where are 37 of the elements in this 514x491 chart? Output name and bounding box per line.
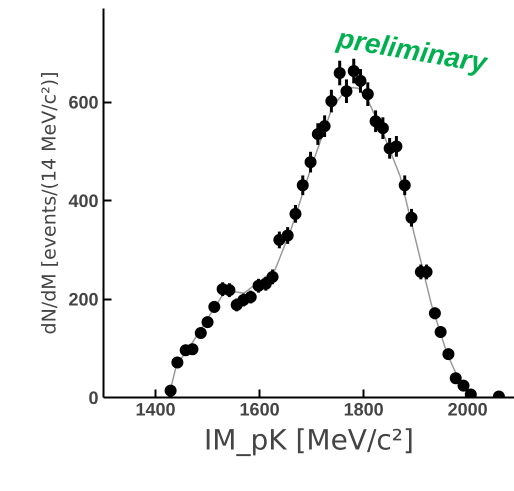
annotation: preliminary [334, 22, 490, 79]
point [171, 356, 184, 369]
point [325, 95, 338, 108]
point [296, 179, 309, 192]
y-tick-label: 400 [68, 191, 99, 212]
point [282, 230, 294, 242]
point [442, 348, 454, 360]
y-tick-label: 200 [68, 290, 99, 310]
x-tick-label: 1400 [136, 400, 176, 420]
point [450, 372, 462, 384]
y-tick-label: 0 [88, 388, 99, 408]
x-tick-label: 2000 [448, 400, 488, 420]
point [244, 291, 257, 304]
y-axis-title: dN/dM [events/(14 MeV/c²)] [38, 71, 60, 334]
point [340, 85, 352, 98]
point [164, 384, 177, 397]
point [428, 307, 441, 320]
point [405, 212, 418, 224]
point [362, 88, 374, 100]
point [390, 140, 402, 152]
y-tick-label: 600 [68, 92, 99, 113]
point [458, 380, 470, 392]
point [376, 122, 389, 134]
point [194, 327, 207, 339]
point [202, 316, 214, 328]
point [289, 208, 302, 220]
point [312, 128, 324, 140]
x-axis-title: IM_pK [MeV/c²] [204, 424, 414, 456]
point [370, 115, 382, 128]
point [208, 300, 220, 313]
point [318, 120, 331, 132]
x-tick-label: 1800 [344, 400, 384, 420]
point [434, 326, 447, 338]
point [266, 270, 279, 283]
point [304, 156, 317, 168]
x-tick-label: 1600 [240, 400, 280, 420]
point [398, 179, 411, 192]
